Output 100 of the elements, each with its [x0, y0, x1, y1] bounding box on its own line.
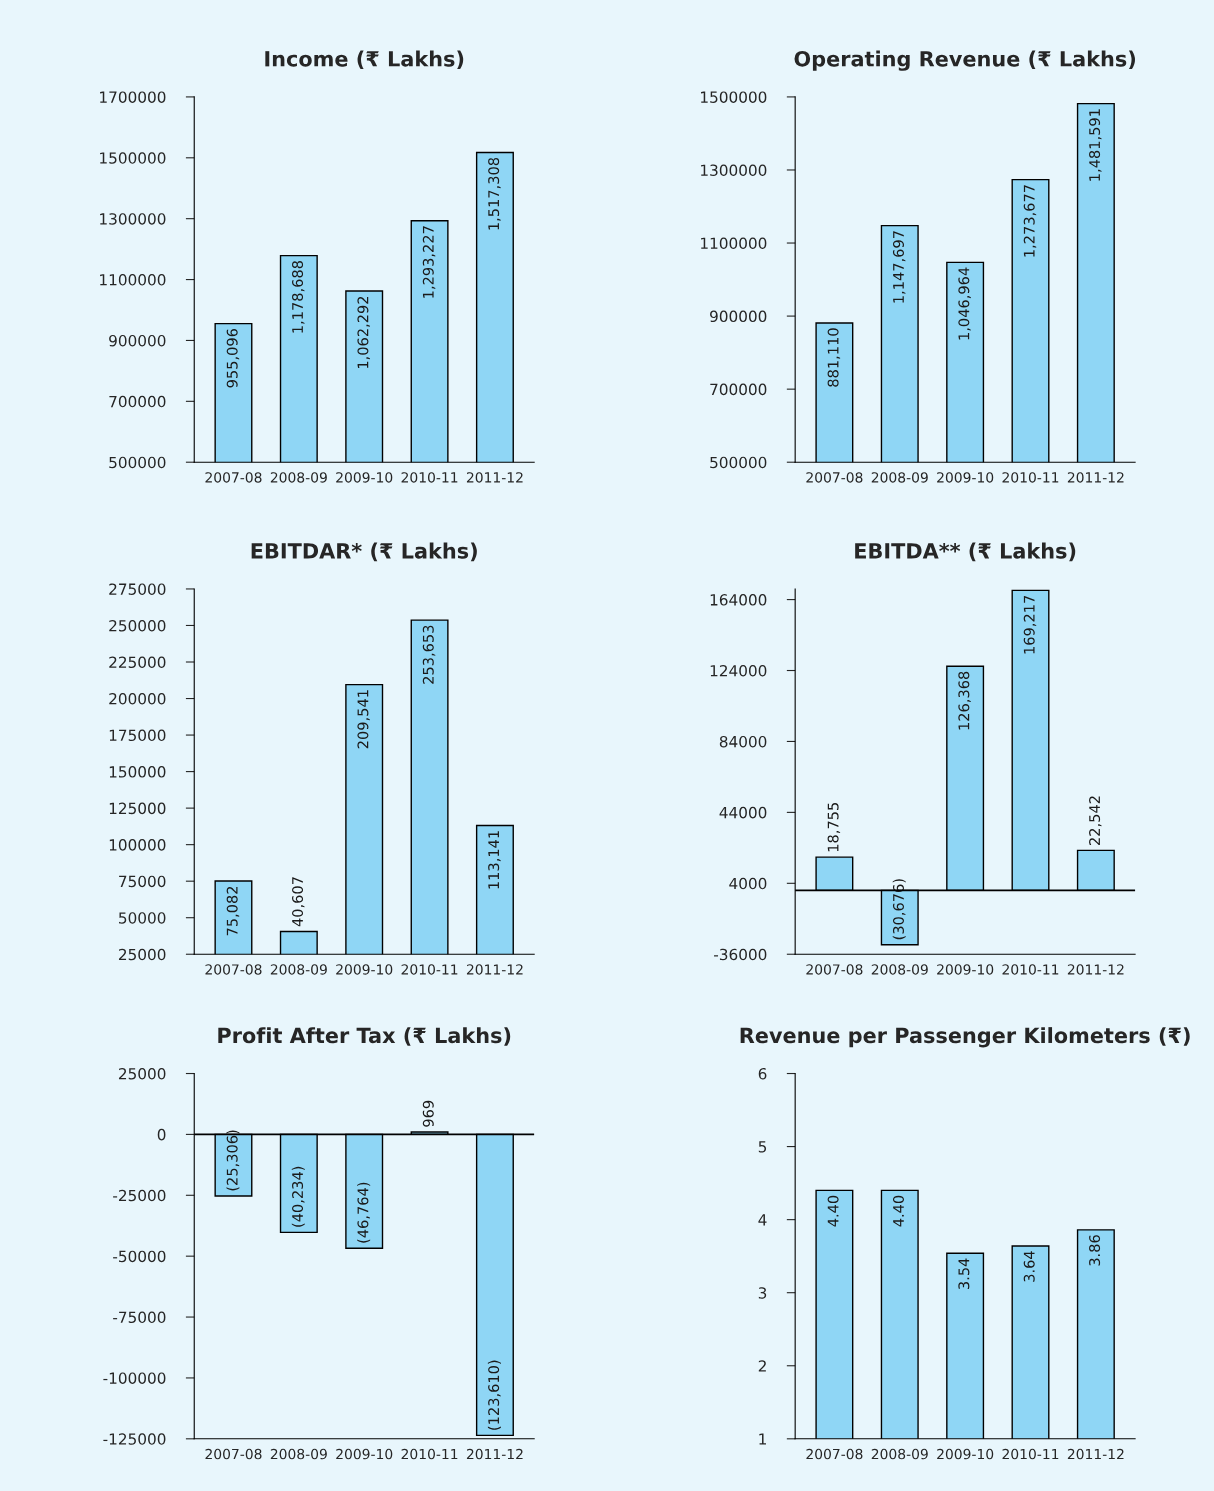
y-tick-label: 1300000 [701, 164, 767, 176]
y-tick-label: 900000 [710, 310, 767, 323]
chart-title: Revenue per Passenger Kilometers (₹) [740, 1027, 1190, 1048]
data-label: 881,110 [827, 328, 841, 387]
x-tick-label: 2008-09 [871, 472, 928, 483]
y-tick-label: 1300000 [100, 213, 166, 225]
x-tick-label: 2008-09 [270, 1448, 327, 1460]
x-tick-label: 2011-12 [1067, 964, 1124, 975]
x-tick-label: 2010-11 [1002, 1448, 1059, 1460]
x-tick-label: 2008-09 [871, 1448, 928, 1460]
y-tick-label: -36000 [714, 948, 767, 961]
chart-title: Income (₹ Lakhs) [265, 50, 464, 70]
y-tick-label: 6 [758, 1067, 767, 1080]
y-tick-label: -125000 [103, 1433, 166, 1445]
x-tick-label: 2007-08 [806, 964, 863, 975]
y-tick-label: 200000 [109, 693, 166, 705]
data-label: 1,293,227 [422, 226, 436, 298]
x-tick-label: 2009-10 [336, 964, 393, 975]
data-label: (123,610) [487, 1360, 501, 1430]
x-tick-label: 2007-08 [205, 964, 262, 975]
y-tick-label: 50000 [119, 912, 166, 924]
y-tick-label: 100000 [109, 839, 166, 851]
data-label: 1,481,591 [1089, 109, 1102, 181]
x-tick-label: 2007-08 [806, 1448, 863, 1460]
x-tick-label: 2007-08 [205, 1448, 262, 1460]
x-tick-label: 2009-10 [336, 1448, 393, 1460]
x-tick-label: 2011-12 [466, 472, 523, 483]
data-label: 113,141 [488, 831, 501, 889]
data-label: 3.86 [1089, 1235, 1101, 1266]
data-label: 169,217 [1023, 595, 1037, 654]
y-tick-label: 700000 [710, 383, 767, 396]
y-tick-label: 900000 [109, 334, 166, 347]
y-tick-label: 1100000 [701, 237, 767, 250]
y-tick-label: 1700000 [100, 91, 166, 103]
data-label: 1,046,964 [958, 267, 971, 340]
chart-title: Profit After Tax (₹ Lakhs) [218, 1027, 511, 1046]
x-tick-label: 2009-10 [937, 964, 994, 975]
y-tick-label: 150000 [109, 766, 166, 778]
x-tick-label: 2008-09 [270, 472, 327, 483]
y-tick-label: 1 [759, 1433, 766, 1445]
y-tick-label: 1100000 [100, 274, 166, 286]
y-tick-label: -50000 [113, 1250, 166, 1263]
data-label: 4.40 [892, 1195, 904, 1227]
y-tick-label: 1500000 [100, 152, 166, 164]
x-tick-label: 2011-12 [466, 1448, 523, 1460]
y-tick-label: 44000 [719, 806, 767, 819]
y-tick-label: 0 [157, 1128, 166, 1141]
x-tick-label: 2011-12 [1067, 1448, 1124, 1460]
y-tick-label: 500000 [710, 456, 767, 469]
data-label: 75,082 [226, 886, 240, 936]
x-tick-label: 2011-12 [1067, 472, 1124, 483]
data-label: 4.40 [827, 1195, 839, 1227]
data-label: 18,755 [827, 803, 841, 852]
y-tick-label: 164000 [710, 594, 767, 606]
x-tick-label: 2010-11 [401, 1448, 458, 1460]
data-label: 1,062,292 [357, 296, 370, 369]
y-tick-label: 5 [758, 1141, 767, 1153]
x-tick-label: 2010-11 [1002, 472, 1059, 483]
x-tick-label: 2007-08 [806, 472, 863, 483]
data-label: 3.64 [1023, 1251, 1035, 1282]
y-tick-label: 75000 [119, 875, 166, 888]
data-label: (30,676) [892, 879, 906, 940]
data-label: (46,764) [357, 1182, 371, 1243]
y-tick-label: 500000 [109, 456, 166, 469]
y-tick-label: 2 [758, 1360, 766, 1372]
y-tick-label: 275000 [109, 583, 166, 595]
x-tick-label: 2010-11 [401, 964, 458, 975]
y-tick-label: 4000 [729, 877, 767, 890]
x-tick-label: 2008-09 [270, 964, 327, 975]
y-tick-label: -100000 [103, 1372, 166, 1384]
y-tick-label: 25000 [118, 948, 166, 961]
y-tick-label: -25000 [113, 1189, 166, 1202]
data-label: 1,147,697 [892, 231, 906, 303]
chart-title: Operating Revenue (₹ Lakhs) [794, 50, 1135, 71]
chart-title: EBITDA** (₹ Lakhs) [855, 542, 1076, 562]
data-label: (25,306) [226, 1130, 240, 1191]
data-label: 3.54 [958, 1258, 970, 1289]
x-tick-label: 2007-08 [205, 472, 262, 483]
y-tick-label: 4 [758, 1214, 767, 1226]
x-tick-label: 2008-09 [871, 964, 928, 975]
y-tick-label: 1500000 [701, 91, 767, 103]
data-label: 955,096 [226, 328, 240, 388]
y-tick-label: 125000 [109, 802, 166, 815]
y-tick-label: 700000 [109, 395, 166, 408]
y-tick-label: 3 [758, 1287, 767, 1299]
data-label: 209,541 [357, 690, 370, 749]
y-tick-label: 175000 [109, 729, 166, 742]
x-tick-label: 2009-10 [937, 1448, 994, 1460]
x-tick-label: 2010-11 [1002, 964, 1059, 975]
x-tick-label: 2009-10 [336, 472, 393, 483]
y-tick-label: 25000 [118, 1067, 166, 1080]
data-label: 253,653 [422, 625, 436, 684]
x-tick-label: 2009-10 [937, 472, 994, 483]
data-label: 1,178,688 [292, 260, 305, 333]
x-tick-label: 2011-12 [466, 964, 523, 975]
y-tick-label: 225000 [109, 656, 166, 669]
chart-title: EBITDAR* (₹ Lakhs) [251, 542, 477, 562]
y-tick-label: 124000 [710, 664, 767, 677]
data-label: 1,273,677 [1023, 185, 1037, 257]
y-tick-label: -75000 [113, 1311, 166, 1324]
